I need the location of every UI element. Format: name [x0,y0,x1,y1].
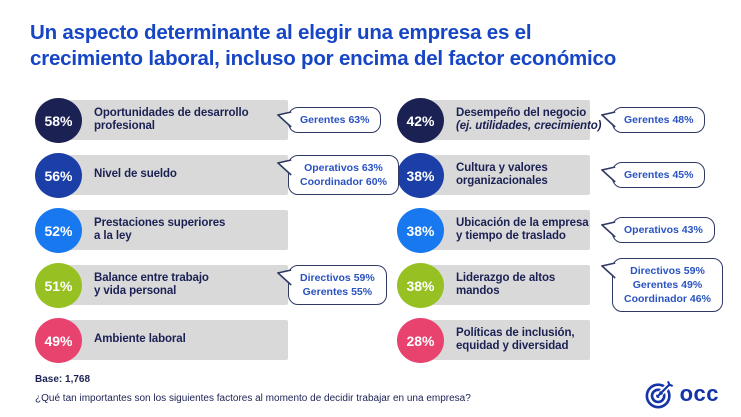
role-callout: Operativos 63% Coordinador 60% [277,155,399,195]
percentage-badge: 56% [35,153,82,198]
percentage-badge: 42% [397,98,444,143]
percentage-badge: 38% [397,208,444,253]
role-callout: Directivos 59% Gerentes 49% Coordinador 46… [601,258,723,312]
callout-tail-icon [601,111,616,128]
callout-tail-icon [601,262,616,279]
factor-label: Ambiente laboral [94,333,186,346]
factor-row: 52% Prestaciones superiores a la ley [35,207,390,253]
survey-question: ¿Qué tan importantes son los siguientes … [35,393,471,404]
callout-tail-icon [601,166,616,183]
factor-bar: Cultura y valores organizacionales [420,155,590,195]
factor-bar: Prestaciones superiores a la ley [58,210,288,250]
factor-label: Oportunidades de desarrollo profesional [94,106,249,133]
factor-bar: Liderazgo de altos mandos [420,265,590,305]
factor-row: 28% Políticas de inclusión, equidad y dive… [397,317,741,363]
factor-row: 42% Desempeño del negocio (ej. utilidades,… [397,97,741,143]
factor-bar: Desempeño del negocio (ej. utilidades, cr… [420,100,601,140]
factor-row: 49% Ambiente laboral [35,317,390,363]
percentage-badge: 38% [397,263,444,308]
role-callout: Directivos 59% Gerentes 55% [277,265,387,305]
factors-column-left: 58% Oportunidades de desarrollo profesiona… [35,97,399,372]
callout-tail-icon [277,159,292,176]
factor-bar: Oportunidades de desarrollo profesional [58,100,288,140]
factor-label: Liderazgo de altos mandos [456,271,556,298]
occ-logo: occ [645,379,719,409]
role-callout: Gerentes 45% [601,162,706,188]
factor-label: Políticas de inclusión, equidad y diversi… [456,326,575,353]
factor-row: 56% Nivel de sueldo Operativos 63% Coordina… [35,152,399,198]
factor-row: 58% Oportunidades de desarrollo profesiona… [35,97,390,143]
factor-label: Nivel de sueldo [94,168,177,181]
factor-bar: Ambiente laboral [58,320,288,360]
percentage-badge: 49% [35,318,82,363]
percentage-badge: 52% [35,208,82,253]
occ-bullseye-icon [645,380,673,409]
factors-column-right: 42% Desempeño del negocio (ej. utilidades,… [397,97,741,372]
factor-label: Prestaciones superiores a la ley [94,216,226,243]
percentage-badge: 58% [35,98,82,143]
factor-bar: Nivel de sueldo [58,155,288,195]
factor-bar: Políticas de inclusión, equidad y diversi… [420,320,590,360]
factor-label: Ubicación de la empresa y tiempo de trasl… [456,216,589,243]
page-title: Un aspecto determinante al elegir una em… [30,21,617,70]
occ-logo-text: occ [679,381,719,406]
percentage-badge: 38% [397,153,444,198]
factor-row: 38% Ubicación de la empresa y tiempo de tr… [397,207,741,253]
factor-bar: Ubicación de la empresa y tiempo de trasl… [420,210,590,250]
percentage-badge: 51% [35,263,82,308]
percentage-badge: 28% [397,318,444,363]
factor-label: Balance entre trabajo y vida personal [94,271,209,298]
role-callout: Operativos 43% [601,217,715,243]
role-callout: Gerentes 48% [601,107,706,133]
callout-tail-icon [277,111,292,128]
base-note: Base: 1,768 [35,374,91,385]
callout-tail-icon [277,269,292,286]
factor-row: 38% Cultura y valores organizacionales Gere… [397,152,741,198]
factor-bar: Balance entre trabajo y vida personal [58,265,288,305]
role-callout: Gerentes 63% [277,107,382,133]
factor-row: 51% Balance entre trabajo y vida personal D… [35,262,390,308]
factor-label: Desempeño del negocio (ej. utilidades, cr… [456,106,602,133]
factor-row: 38% Liderazgo de altos mandos Directivos 59… [397,258,741,312]
callout-tail-icon [601,221,616,238]
factor-label: Cultura y valores organizacionales [456,161,548,188]
